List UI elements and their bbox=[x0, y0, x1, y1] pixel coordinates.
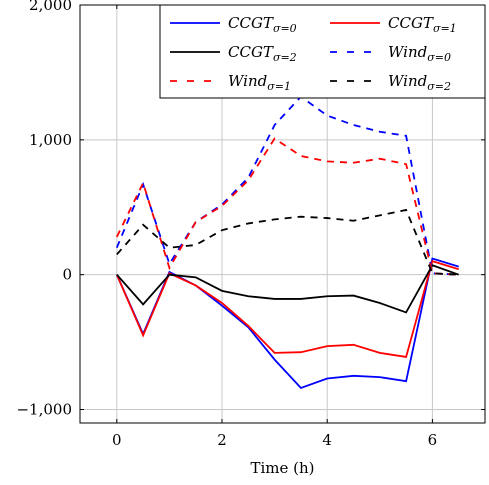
series-layer bbox=[115, 95, 460, 389]
legend-entry-label: Windσ=1 bbox=[228, 72, 291, 93]
series-line-wind-4 bbox=[116, 137, 459, 276]
y-tick-label: −1,000 bbox=[16, 401, 72, 419]
axis-ticks: 0 2 4 6 −1,000 0 1,000 2,000 bbox=[16, 0, 485, 449]
series-line-wind-5 bbox=[116, 208, 459, 276]
y-tick-label: 1,000 bbox=[29, 131, 72, 149]
legend-entry-label: CCGTσ=2 bbox=[228, 43, 297, 64]
x-tick-label: 6 bbox=[428, 431, 438, 449]
legend-entry-label: CCGTσ=0 bbox=[228, 14, 297, 35]
x-tick-label: 2 bbox=[217, 431, 227, 449]
legend-entry-label: Windσ=2 bbox=[388, 72, 451, 93]
x-tick-label: 0 bbox=[112, 431, 122, 449]
legend: CCGTσ=0 CCGTσ=1 CCGTσ=2 Windσ=0 Windσ=1 Windσ… bbox=[159, 4, 486, 99]
x-axis-label: Time (h) bbox=[250, 459, 314, 477]
y-tick-label: 0 bbox=[62, 266, 72, 284]
series-line-ccgt-2 bbox=[116, 264, 460, 314]
legend-entry-label: Windσ=0 bbox=[388, 43, 451, 64]
series-line-wind-3 bbox=[115, 95, 459, 276]
x-tick-label: 4 bbox=[322, 431, 332, 449]
y-tick-label: 2,000 bbox=[29, 0, 72, 14]
legend-entry-label: CCGTσ=1 bbox=[388, 14, 457, 35]
